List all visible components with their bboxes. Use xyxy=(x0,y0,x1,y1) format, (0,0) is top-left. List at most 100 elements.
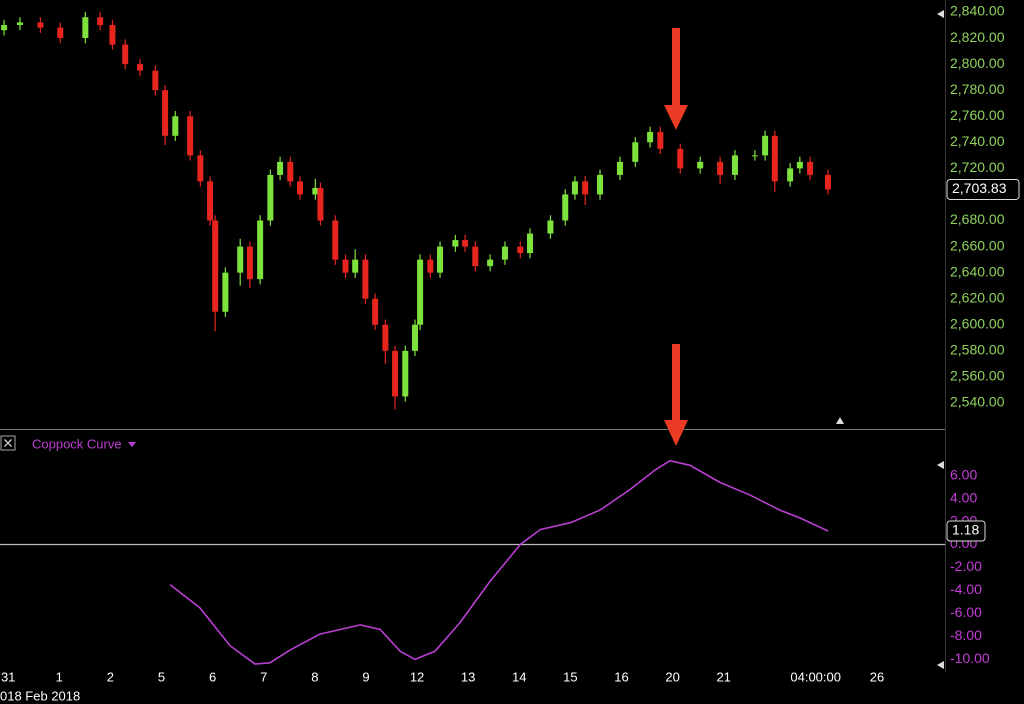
series-line xyxy=(169,459,829,665)
candle-body xyxy=(417,259,424,325)
x-tick-label: 04:00:00 xyxy=(790,669,841,684)
candle-body xyxy=(462,240,469,247)
candle-body xyxy=(257,220,264,280)
candle-body xyxy=(677,148,684,169)
y-tick-label: -2.00 xyxy=(950,558,982,574)
candle-body xyxy=(332,220,339,260)
last-value-label: 1.18 xyxy=(952,522,979,538)
candle-body xyxy=(137,64,144,71)
y-tick-label: 2,660.00 xyxy=(950,237,1005,253)
candle-body xyxy=(547,220,554,234)
candle-body xyxy=(517,246,524,254)
x-tick-label: 12 xyxy=(410,669,424,684)
candle-body xyxy=(697,161,704,169)
candle-body xyxy=(122,44,129,65)
x-tick-label: 1 xyxy=(56,669,63,684)
x-tick-label: 8 xyxy=(311,669,318,684)
candle-body xyxy=(526,233,533,254)
candle-body xyxy=(657,131,664,149)
close-button[interactable] xyxy=(0,435,16,451)
x-tick-label: 2 xyxy=(107,669,114,684)
last-price-label: 2,703.83 xyxy=(952,180,1007,196)
candle-body xyxy=(212,220,219,312)
y-tick-label: 2,560.00 xyxy=(950,368,1005,384)
y-tick-label: 2,720.00 xyxy=(950,159,1005,175)
candle-body xyxy=(362,259,369,299)
candle-body xyxy=(222,272,229,312)
y-tick-label: -8.00 xyxy=(950,627,982,643)
annotation-arrow xyxy=(664,28,688,130)
x-tick-label: 21 xyxy=(716,669,730,684)
candle-body xyxy=(82,17,89,39)
candle-body xyxy=(647,131,654,143)
candle-body xyxy=(237,246,244,273)
candle-body xyxy=(312,187,319,195)
y-tick-label: 2,640.00 xyxy=(950,263,1005,279)
x-tick-label: 6 xyxy=(209,669,216,684)
legend-dropdown[interactable] xyxy=(128,442,136,447)
candle-body xyxy=(452,240,459,247)
candle-body xyxy=(197,155,204,182)
y-tick-label: 2,800.00 xyxy=(950,55,1005,71)
x-tick-label: 26 xyxy=(870,669,884,684)
candle-body xyxy=(824,174,831,190)
y-tick-label: 6.00 xyxy=(950,466,977,482)
x-tick-label: 16 xyxy=(614,669,628,684)
x-tick-label: 31 xyxy=(1,669,15,684)
marks xyxy=(1,11,831,665)
candle-body xyxy=(152,70,159,91)
candle-body xyxy=(807,161,814,175)
candle-body xyxy=(501,246,508,260)
candle-body xyxy=(342,259,349,273)
x-tick-label: 14 xyxy=(512,669,526,684)
candle-body xyxy=(246,246,253,280)
x-tick-label: 15 xyxy=(563,669,577,684)
annotation-arrow xyxy=(664,344,688,446)
candle-body xyxy=(172,116,179,136)
legend-entry[interactable]: Coppock Curve xyxy=(32,436,122,451)
candle-body xyxy=(597,174,604,195)
candle-body xyxy=(317,187,324,221)
y-tick-label: 2,760.00 xyxy=(950,107,1005,123)
candle-body xyxy=(717,161,724,175)
candle-body xyxy=(771,135,778,182)
scale-marker[interactable] xyxy=(937,10,944,18)
y-tick-label: 2,580.00 xyxy=(950,342,1005,358)
candle-body xyxy=(787,168,794,182)
candle-body xyxy=(731,155,738,175)
y-tick-label: 2,840.00 xyxy=(950,3,1005,19)
candle-body xyxy=(571,181,578,195)
candle-body xyxy=(287,161,294,182)
y-tick-label: 4.00 xyxy=(950,489,977,505)
candle-body xyxy=(796,161,803,169)
candle-body xyxy=(437,246,444,273)
candle-body xyxy=(372,298,379,325)
scale-marker[interactable] xyxy=(937,461,944,469)
candle-body xyxy=(762,135,769,156)
candle-body xyxy=(37,22,44,28)
y-tick-label: 2,540.00 xyxy=(950,394,1005,410)
y-tick-label: 2,780.00 xyxy=(950,81,1005,97)
x-tick-label: 13 xyxy=(461,669,475,684)
candle-body xyxy=(582,181,589,195)
candle-body xyxy=(1,25,8,31)
scale-marker[interactable] xyxy=(937,661,944,669)
y-tick-label: -10.00 xyxy=(950,650,990,666)
y-tick-label: 2,740.00 xyxy=(950,133,1005,149)
x-tick-label: 5 xyxy=(158,669,165,684)
y-tick-label: 2,680.00 xyxy=(950,211,1005,227)
candle-body xyxy=(412,324,419,351)
candle-body xyxy=(472,246,479,267)
candle-body xyxy=(267,174,274,221)
candle-body xyxy=(109,25,116,45)
candle-body xyxy=(632,142,639,162)
y-tick-label: 2,600.00 xyxy=(950,315,1005,331)
x-axis-sublabel: 018 Feb 2018 xyxy=(0,688,80,703)
grid xyxy=(0,543,945,546)
candle-body xyxy=(382,324,389,351)
scroll-marker[interactable] xyxy=(836,417,844,424)
y-tick-label: 2,620.00 xyxy=(950,289,1005,305)
candle-body xyxy=(352,259,359,273)
